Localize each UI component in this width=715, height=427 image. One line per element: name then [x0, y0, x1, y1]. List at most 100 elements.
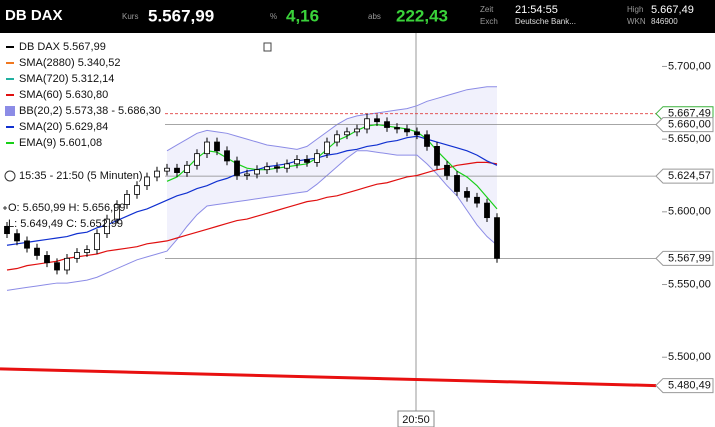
y-tick-label: 5.700,00 — [668, 60, 711, 72]
candle-body — [144, 176, 150, 187]
candle-body — [14, 233, 20, 242]
candle-body — [124, 193, 130, 205]
indicator-line — [6, 161, 498, 271]
candle-body — [244, 173, 250, 176]
legend-text: DB DAX 5.567,99 — [19, 41, 106, 53]
high-label: High — [627, 5, 643, 14]
candle-body — [414, 131, 420, 136]
candle-body — [314, 153, 320, 163]
candle-body — [194, 153, 200, 166]
level-box — [655, 250, 714, 266]
clock-icon — [4, 170, 16, 182]
legend-text: SMA(720) 5.312,14 — [19, 73, 114, 85]
candle-body — [214, 141, 220, 152]
candle-body — [444, 164, 450, 176]
zeit-label: Zeit — [480, 5, 494, 14]
candle-body — [364, 118, 370, 130]
candle-body — [64, 257, 70, 271]
candle-body — [294, 159, 300, 165]
candle-body — [334, 134, 340, 143]
level-label: 5.667,49 — [668, 108, 711, 120]
candle-body — [24, 240, 30, 249]
candle-body — [114, 204, 120, 220]
candle-body — [494, 217, 500, 259]
legend-text: SMA(2880) 5.340,52 — [19, 57, 121, 69]
high-value: 5.667,49 — [651, 4, 694, 16]
candle-body — [394, 127, 400, 130]
candle-body — [384, 121, 390, 128]
candle-body — [174, 167, 180, 173]
x-marker-box — [397, 410, 435, 427]
candle-body — [304, 159, 310, 163]
level-label: 5.660,00 — [668, 119, 711, 131]
candle-body — [154, 170, 160, 178]
y-tick-label: 5.650,00 — [668, 133, 711, 145]
wkn-value: 846900 — [651, 17, 678, 26]
exch-value: Deutsche Bank... — [515, 17, 576, 26]
candle-body — [204, 141, 210, 155]
level-label: 5.567,99 — [668, 252, 711, 264]
kurs-value: 5.567,99 — [148, 6, 214, 25]
y-tick-label: 5.600,00 — [668, 206, 711, 218]
x-marker-label: 20:50 — [402, 414, 430, 426]
legend-settings — [263, 42, 272, 52]
candle-body — [264, 166, 270, 171]
candle-body — [464, 191, 470, 198]
level-box — [655, 117, 714, 133]
pct-label: % — [270, 12, 277, 21]
candle-body — [344, 131, 350, 136]
trendline-label: 5.480,49 — [668, 379, 711, 391]
candle-body — [44, 255, 50, 264]
candle-body — [454, 175, 460, 192]
legend-text: BB(20,2) 5.573,38 - 5.686,30 — [19, 105, 161, 117]
y-tick-label: 5.500,00 — [668, 351, 711, 363]
trendline-box — [655, 378, 714, 394]
wkn-label: WKN — [627, 17, 646, 26]
indicator-line — [6, 135, 498, 246]
candle-body — [74, 252, 80, 259]
candle-body — [224, 150, 230, 162]
band-upper — [166, 86, 497, 152]
header-title: DB DAX — [5, 7, 63, 24]
header-bar — [0, 0, 715, 33]
candle-body — [484, 202, 490, 219]
candle-body — [84, 249, 90, 253]
level-box — [655, 168, 714, 184]
candle-body — [184, 164, 190, 173]
candle-body — [54, 262, 60, 271]
legend-text: EMA(9) 5.601,08 — [19, 137, 102, 149]
pct-value: 4,16 — [286, 6, 319, 25]
exch-label: Exch — [480, 17, 498, 26]
candle-body — [374, 118, 380, 123]
indicator-line — [166, 123, 498, 210]
band-fill — [167, 86, 497, 252]
ohlc-icon — [3, 206, 7, 210]
abs-value: 222,43 — [396, 6, 448, 25]
legend-text: SMA(20) 5.629,84 — [19, 121, 108, 133]
candle-body — [164, 167, 170, 172]
trendline — [0, 367, 657, 388]
candle-body — [4, 225, 10, 235]
candle-body — [284, 163, 290, 169]
legend-swatch — [5, 106, 15, 116]
level-label: 5.624,57 — [668, 170, 711, 182]
ohlc-text: L: 5.649,49 C: 5.652,99 — [8, 218, 123, 230]
abs-label: abs — [368, 12, 381, 21]
candle-body — [474, 196, 480, 204]
kurs-label: Kurs — [122, 12, 138, 21]
y-tick-label: 5.550,00 — [668, 278, 711, 290]
zeit-value: 21:54:55 — [515, 4, 558, 16]
candle-body — [104, 218, 110, 235]
candle-body — [254, 169, 260, 175]
candle-body — [34, 247, 40, 256]
ohlc-text: O: 5.650,99 H: 5.656,99 — [8, 202, 125, 214]
candle-body — [404, 128, 410, 133]
candle-body — [274, 166, 280, 169]
candle-body — [354, 128, 360, 133]
candle-body — [134, 185, 140, 195]
candle-body — [434, 146, 440, 166]
candle-body — [94, 233, 100, 251]
candle-body — [424, 134, 430, 147]
